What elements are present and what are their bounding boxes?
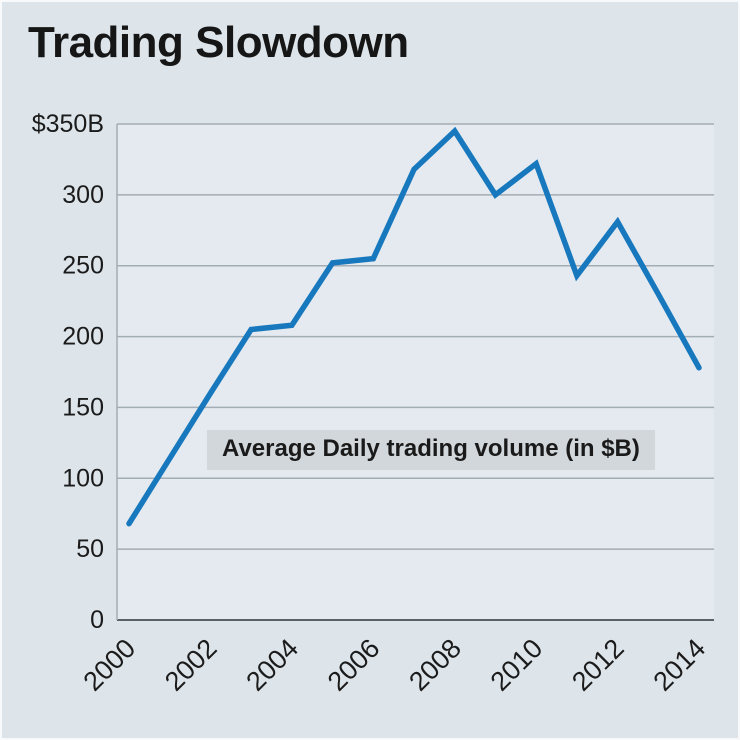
svg-text:50: 50 [76, 535, 104, 563]
svg-text:100: 100 [62, 464, 104, 492]
svg-text:200: 200 [62, 323, 104, 351]
svg-text:$350B: $350B [32, 110, 104, 138]
svg-text:2000: 2000 [78, 633, 142, 697]
svg-text:2010: 2010 [485, 633, 549, 697]
svg-text:2006: 2006 [322, 633, 386, 697]
svg-text:0: 0 [90, 606, 104, 634]
svg-text:150: 150 [62, 393, 104, 421]
svg-text:2014: 2014 [648, 633, 712, 697]
svg-text:250: 250 [62, 252, 104, 280]
svg-text:2012: 2012 [566, 633, 630, 697]
chart-title: Trading Slowdown [28, 18, 409, 67]
series-label: Average Daily trading volume (in $B) [207, 430, 655, 470]
svg-text:300: 300 [62, 181, 104, 209]
svg-text:2002: 2002 [159, 633, 223, 697]
svg-text:2008: 2008 [403, 633, 467, 697]
svg-text:2004: 2004 [240, 633, 304, 697]
